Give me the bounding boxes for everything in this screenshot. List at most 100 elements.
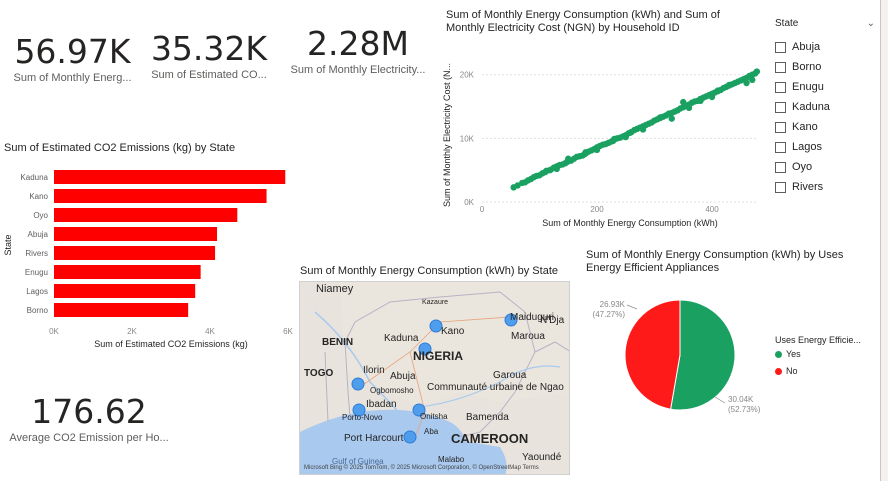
bar-abuja[interactable] [54,227,218,241]
bar-kaduna[interactable] [54,170,286,184]
kpi-energy-label: Sum of Monthly Energ... [13,72,132,84]
kpi-energy-value: 56.97K [14,32,131,71]
map-label-onitsha: Onitsha [420,412,448,421]
scatter-point[interactable] [714,87,721,94]
map-label-porto-novo: Porto-Novo [342,413,383,422]
scatter-point[interactable] [582,149,589,156]
checkbox[interactable] [775,141,786,153]
pie-leader-yes [714,396,726,404]
bar-x-axis-title: Sum of Estimated CO2 Emissions (kg) [94,339,248,349]
scatter-point[interactable] [553,165,560,173]
slicer-item-lagos[interactable]: Lagos [775,137,875,157]
map-label-togo: TOGO [304,368,334,379]
pie-slice-yes[interactable] [670,299,736,411]
kpi-avg-co2-value: 176.62 [31,392,147,431]
map-bubble-kaduna [418,342,432,356]
slicer-item-rivers[interactable]: Rivers [775,177,875,197]
scatter-point[interactable] [753,68,760,75]
bar-x-tick: 6K [283,327,293,336]
bar-category-label: Lagos [26,287,48,296]
scatter-x-axis-title: Sum of Monthly Energy Consumption (kWh) [542,218,718,228]
scatter-point[interactable] [565,155,572,162]
slicer-item-abuja[interactable]: Abuja [775,37,875,57]
map-label-maroua: Maroua [511,331,545,342]
scatter-point[interactable] [685,104,693,112]
bar-borno[interactable] [54,303,189,317]
scatter-chart: 0K 10K 20K 0 200 400 Sum of Monthly Energy Con… [442,63,760,228]
pie-slice-no[interactable] [624,299,681,410]
slicer-item-label: Abuja [792,41,821,53]
state-slicer: State ⌄ Abuja Borno Enugu Kaduna Kano Lagos Oy… [775,18,875,197]
bar-x-tick: 0K [49,327,59,336]
kpi-avg-co2: 176.62 Average CO2 Emission per Ho... [8,392,170,444]
pie-legend-yes[interactable]: Yes [775,349,801,359]
bar-kano[interactable] [54,189,267,203]
bar-chart-title: Sum of Estimated CO2 Emissions (kg) by S… [4,142,236,154]
checkbox[interactable] [775,161,786,173]
bar-category-label: Kaduna [20,173,48,182]
map-label-nigeria: NIGERIA [413,349,464,363]
checkbox[interactable] [775,61,786,73]
pie-label-yes-value: 30.04K [728,395,754,404]
legend-yes-label: Yes [786,349,801,359]
slicer-item-label: Kano [792,121,818,133]
bar-enugu[interactable] [54,265,201,279]
pie-legend-no[interactable]: No [775,366,798,376]
slicer-item-kaduna[interactable]: Kaduna [775,97,875,117]
scatter-point[interactable] [611,135,618,143]
map-label-ogbomosho: Ogbomosho [370,386,414,395]
slicer-item-borno[interactable]: Borno [775,57,875,77]
map-label-garoua: Garoua [493,370,527,381]
map-label-abuja: Abuja [390,371,416,382]
slicer-item-label: Rivers [792,181,824,193]
chevron-down-icon[interactable]: ⌄ [866,18,875,29]
scatter-point[interactable] [743,79,750,87]
scatter-point[interactable] [680,98,687,106]
map-label-cameroon: CAMEROON [451,431,529,446]
map-label-bamenda: Bamenda [466,412,509,423]
checkbox[interactable] [775,81,786,93]
bar-x-tick: 4K [205,327,215,336]
bar-category-label: Enugu [25,268,48,277]
slicer-item-kano[interactable]: Kano [775,117,875,137]
checkbox[interactable] [775,41,786,53]
map-label-benin: BENIN [322,337,354,348]
scatter-point[interactable] [668,115,675,122]
checkbox[interactable] [775,181,786,193]
map-visual[interactable]: Niamey Kazaure Kano Kaduna Maiduguri N'D… [299,281,570,475]
kpi-cost: 2.28M Sum of Monthly Electricity... [288,24,428,76]
bar-y-axis-title: State [3,234,13,255]
checkbox[interactable] [775,121,786,133]
kpi-cost-label: Sum of Monthly Electricity... [290,64,426,76]
slicer-item-enugu[interactable]: Enugu [775,77,875,97]
scatter-point[interactable] [639,126,647,133]
bar-chart: Kaduna Kano Oyo Abuja Rivers Enugu Lagos Borno 0… [3,170,294,349]
bar-x-tick: 2K [127,327,137,336]
legend-no-dot [775,367,782,375]
map-label-kano: Kano [441,326,465,337]
scatter-point[interactable] [708,93,716,101]
slicer-title: State [775,18,799,29]
bar-rivers[interactable] [54,246,216,260]
scatter-x-tick: 0 [480,205,485,214]
scatter-chart-title-line2: Monthly Electricity Cost (NGN) by Househ… [446,22,680,34]
map-label-ibadan: Ibadan [366,399,397,410]
slicer-item-oyo[interactable]: Oyo [775,157,875,177]
scatter-point[interactable] [657,114,664,121]
scatter-y-tick: 20K [460,71,475,80]
map-bubble-rivers [403,430,417,444]
bar-oyo[interactable] [54,208,238,222]
kpi-co2-value: 35.32K [150,29,268,68]
scatter-point[interactable] [726,81,733,89]
pie-chart-title-line1: Sum of Monthly Energy Consumption (kWh) … [586,249,844,261]
page-scrollbar[interactable] [880,0,888,481]
checkbox[interactable] [775,101,786,113]
pie-chart: 26.93K(47.27%) 30.04K(52.73%) [593,299,761,414]
scatter-point[interactable] [593,146,601,154]
map-label-malabo: Malabo [438,455,465,464]
bar-lagos[interactable] [54,284,196,298]
map-attribution[interactable]: Microsoft Bing © 2025 TomTom, © 2025 Mic… [304,465,539,471]
scatter-point[interactable] [622,133,629,141]
scatter-point[interactable] [697,97,704,105]
scatter-point[interactable] [749,76,756,84]
